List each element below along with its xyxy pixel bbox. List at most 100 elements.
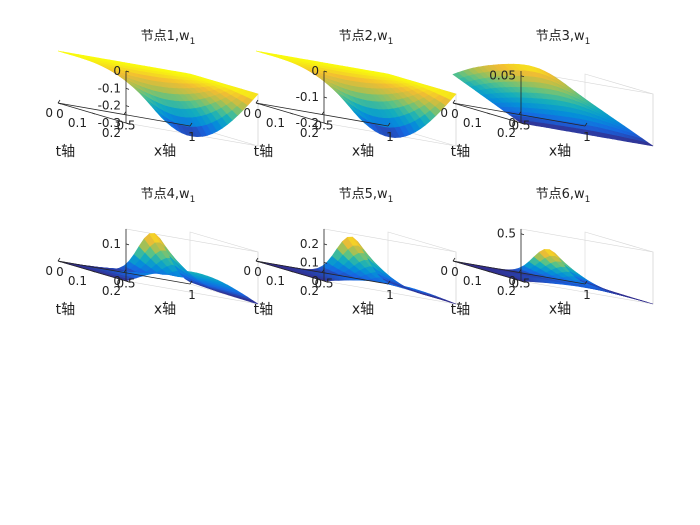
x-tick-label: 0.5 [314,119,333,133]
t-tick-label: 0 [440,264,448,278]
subplot-title: 节点2,w1 [339,29,394,47]
t-tick [452,102,457,105]
t-tick [255,260,260,263]
z-tick [125,243,130,246]
x-tick [57,257,61,262]
t-tick-label: 0 [45,264,53,278]
z-tick [323,122,328,125]
subplot-1: 0 0.5 1 0 0.1 0.2 0 -0.1 -0.2 -0.3 x轴 t轴 节点1,w1 [45,29,259,160]
t-tick [57,260,62,263]
t-tick-label: 0.1 [266,116,285,130]
x-tick [584,122,588,127]
x-tick [57,99,61,104]
x-tick-label: 0.5 [511,277,530,291]
surface-patch [184,72,196,76]
t-tick-label: 0.2 [102,126,121,140]
surface-patch [579,279,591,285]
x-tick-label: 0 [254,107,262,121]
subplot-title: 节点4,w1 [141,187,196,205]
surface-patch [184,278,196,285]
z-tick [125,70,130,73]
t-tick [452,260,457,263]
axes-lines: 0 0.5 1 0 0.1 0.2 0 -0.1 -0.2 [243,64,393,144]
t-tick-label: 0.2 [102,284,121,298]
x-tick-label: 1 [583,130,591,144]
surface-patch [382,278,394,285]
subplot-title: 节点5,w1 [339,187,394,205]
t-tick-label: 0 [45,106,53,120]
z-tick-label: 0.05 [489,69,516,83]
x-tick [387,122,391,127]
z-tick-label: 0.5 [497,227,516,241]
t-tick-label: 0.1 [266,274,285,288]
x-axis-label: x轴 [352,144,374,160]
t-axis-label: t轴 [451,144,471,160]
t-tick [486,112,491,115]
z-tick-label: 0 [113,64,121,78]
z-tick-label: -0.2 [98,99,121,113]
x-tick-label: 0.5 [314,277,333,291]
subplot-title: 节点1,w1 [141,29,196,47]
z-tick-label: 0 [508,274,516,288]
x-tick [387,280,391,285]
z-tick [323,280,328,283]
x-tick [452,99,456,104]
z-tick-label: -0.1 [98,81,121,95]
subplot-title: 节点3,w1 [536,29,591,47]
surface-mesh [57,233,259,305]
t-tick [255,102,260,105]
z-tick [125,280,130,283]
x-tick-label: 0 [451,107,459,121]
x-axis-label: x轴 [549,302,571,318]
z-tick-label: 0 [311,274,319,288]
z-tick-label: 0 [508,116,516,130]
x-tick [123,269,127,273]
z-tick-label: -0.3 [98,116,121,130]
surface-patch [382,72,394,76]
x-tick [189,280,193,285]
surface-mesh [57,50,259,138]
x-tick [189,122,193,127]
t-tick [289,270,294,273]
z-tick [520,122,525,125]
z-tick [125,122,130,125]
x-tick-label: 0.5 [511,119,530,133]
t-tick-label: 0.2 [497,126,516,140]
t-tick-label: 0 [243,264,251,278]
z-tick-label: 0.1 [102,237,121,251]
z-tick [520,75,525,78]
x-tick-label: 1 [188,130,196,144]
t-axis-label: t轴 [56,302,76,318]
z-tick [125,105,130,108]
x-axis-label: x轴 [154,302,176,318]
t-tick-label: 0 [440,106,448,120]
x-tick-label: 0 [56,107,64,121]
z-tick [125,87,130,90]
t-tick-label: 0.2 [497,284,516,298]
x-axis-label: x轴 [352,302,374,318]
t-axis-label: t轴 [56,144,76,160]
x-axis-label: x轴 [549,144,571,160]
t-axis-label: t轴 [254,302,274,318]
t-axis-label: t轴 [254,144,274,160]
z-tick-label: -0.1 [296,90,319,104]
x-tick-label: 0.5 [116,277,135,291]
z-tick [323,262,328,264]
subplot-grid: 00.5100.10.20-0.1-0.2-0.3x轴t轴节点1,w100.51… [45,29,654,318]
t-tick-label: 0.1 [463,274,482,288]
t-tick-label: 0.2 [300,126,319,140]
t-tick [91,270,96,273]
x-tick-label: 1 [188,288,196,302]
t-tick-label: 0.1 [68,116,87,130]
z-tick-label: 0.1 [300,255,319,269]
t-tick [91,112,96,115]
subplot-2: 0 0.5 1 0 0.1 0.2 0 -0.1 -0.2 x轴 t轴 节点2,w1 [243,29,457,160]
x-tick-label: 0 [451,265,459,279]
t-tick [486,270,491,273]
